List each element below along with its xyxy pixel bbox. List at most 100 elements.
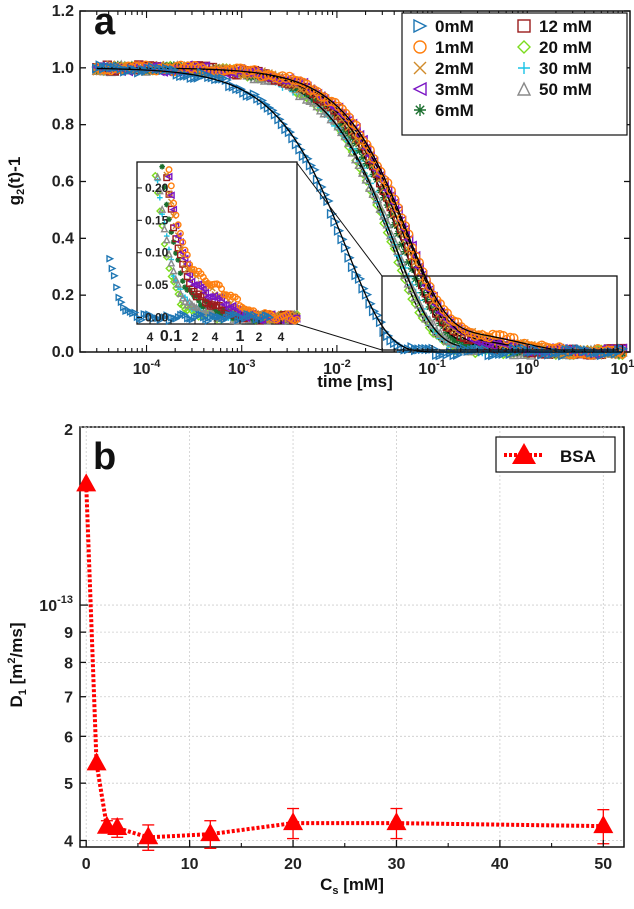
- panel-b-y-label: D1 [m2/ms]: [6, 623, 29, 708]
- inset-series-0mm: [106, 254, 275, 326]
- inset-data-point: [166, 191, 175, 200]
- data-point: [487, 340, 498, 351]
- x-tick-label: 10-3: [228, 358, 256, 378]
- inset-data-point: [169, 205, 178, 214]
- legend-frame-b: [495, 436, 616, 473]
- x-tick-label: 50: [594, 856, 612, 873]
- legend-marker-30mm: [518, 62, 530, 74]
- inset-data-point: [165, 190, 173, 197]
- data-point: [302, 153, 313, 164]
- inset-x-tick-label: 2: [192, 330, 199, 344]
- data-point: [354, 158, 365, 170]
- bsa-point: [86, 752, 107, 771]
- legend-marker-12mm: [517, 19, 531, 33]
- data-point: [396, 213, 407, 223]
- y-tick-label-exp: 10-13: [39, 594, 73, 615]
- inset-data-point: [182, 284, 188, 290]
- inset-x-tick-label: 4: [212, 330, 219, 344]
- inset-data-point: [169, 266, 178, 275]
- y-tick-label: 6: [64, 729, 73, 746]
- inset-data-point: [155, 186, 164, 195]
- inset-data-point: [210, 291, 219, 300]
- panel-b-series: [76, 473, 614, 851]
- inset-data-point: [162, 235, 171, 244]
- inset-data-point: [194, 280, 203, 289]
- y-tick-label: 5: [64, 776, 73, 793]
- panel-b-y-ticks: 4 5 6 7 8 9 10-13 2: [39, 422, 88, 850]
- data-point: [386, 229, 397, 240]
- inset-data-point: [110, 271, 119, 280]
- inset-data-point: [179, 278, 186, 284]
- data-point: [351, 120, 361, 131]
- inset-x-ticks: 4 0.1 2 4 1 2 4: [147, 320, 285, 345]
- inset-data-point: [178, 293, 187, 302]
- data-point: [400, 221, 410, 231]
- legend-label-12mm: 12 mM: [539, 17, 592, 36]
- data-point: [425, 281, 435, 292]
- inset-data-point: [198, 302, 204, 308]
- data-point: [375, 202, 386, 213]
- x-tick-label: 0: [82, 856, 91, 873]
- data-point: [460, 340, 469, 349]
- zoom-region-box: [381, 275, 618, 351]
- x-tick-label: 20: [284, 856, 302, 873]
- data-point: [403, 229, 414, 239]
- panel-a-legend: 0mM 1mM 2mM 3mM 6mM 12 mM 20 mM 30 mM 50 mM: [401, 12, 628, 136]
- y-tick-label: 7: [64, 690, 73, 707]
- panel-a-x-ticks: 10-4 10-3 10-2 10-1 100 101: [79, 11, 634, 378]
- data-point: [410, 291, 421, 302]
- bsa-point: [386, 812, 407, 831]
- legend-marker-2mm: [413, 61, 427, 75]
- inset-data-point: [228, 301, 237, 310]
- x-tick-label: 10-1: [418, 358, 446, 378]
- inset-data-point: [221, 301, 230, 309]
- inset-data-point: [172, 211, 180, 219]
- inset-y-tick-label: 0.00: [145, 311, 169, 325]
- data-point: [414, 257, 424, 268]
- legend-marker-6mm: [414, 104, 426, 116]
- inset-data-point: [179, 238, 187, 246]
- inset-data-point: [201, 288, 210, 297]
- inset-data-point: [113, 283, 122, 292]
- legend-frame: [401, 12, 628, 136]
- legend-marker-0mm: [413, 18, 428, 34]
- inset-data-point: [234, 295, 242, 303]
- data-point: [400, 268, 411, 279]
- inset-data-point: [187, 277, 196, 286]
- legend-label-30mm: 30 mM: [539, 59, 592, 78]
- x-tick-label: 100: [515, 358, 539, 378]
- inset-data-point: [106, 254, 115, 263]
- data-point: [491, 330, 501, 340]
- legend-marker-20mm: [517, 40, 531, 54]
- data-point: [396, 255, 407, 266]
- inset-data-point: [170, 199, 178, 207]
- inset-data-point: [171, 274, 180, 283]
- inset-y-tick-label: 0.20: [145, 181, 169, 195]
- inset-x-tick-label: 4: [147, 330, 154, 344]
- inset-data-point: [232, 310, 240, 319]
- panel-b-plot-frame: [79, 426, 625, 848]
- inset-data-point: [163, 311, 172, 320]
- inset-plot: 0.000.050.100.150.20 4 0.1 2 4 1 2 4: [106, 161, 301, 345]
- legend-label-2mm: 2mM: [435, 59, 474, 78]
- data-point: [414, 298, 425, 309]
- inset-data-point: [266, 313, 275, 322]
- inset-data-point: [167, 205, 175, 213]
- inset-data-point: [163, 201, 170, 208]
- inset-data-point: [154, 177, 161, 184]
- x-tick-label: 10-2: [323, 358, 351, 378]
- inset-data-point: [165, 249, 173, 258]
- inset-x-tick-label: 1: [236, 328, 245, 345]
- inset-data-point: [117, 298, 126, 307]
- bsa-point: [200, 823, 221, 842]
- inset-y-tick-label: 0.10: [145, 246, 169, 260]
- y-tick-label: 4: [64, 833, 73, 850]
- panel-a-y-label: g2(t)-1: [5, 157, 27, 206]
- panel-b-x-label: Cs [mM]: [320, 875, 384, 897]
- fit-line: [96, 67, 623, 353]
- inset-data-point: [198, 284, 207, 293]
- data-point: [312, 174, 324, 185]
- legend-label-0mm: 0mM: [435, 17, 474, 36]
- inset-data-point: [174, 279, 183, 288]
